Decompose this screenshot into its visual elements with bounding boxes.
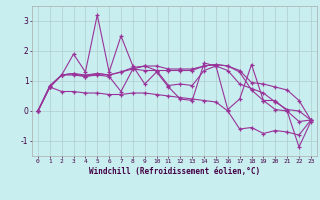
X-axis label: Windchill (Refroidissement éolien,°C): Windchill (Refroidissement éolien,°C) <box>89 167 260 176</box>
